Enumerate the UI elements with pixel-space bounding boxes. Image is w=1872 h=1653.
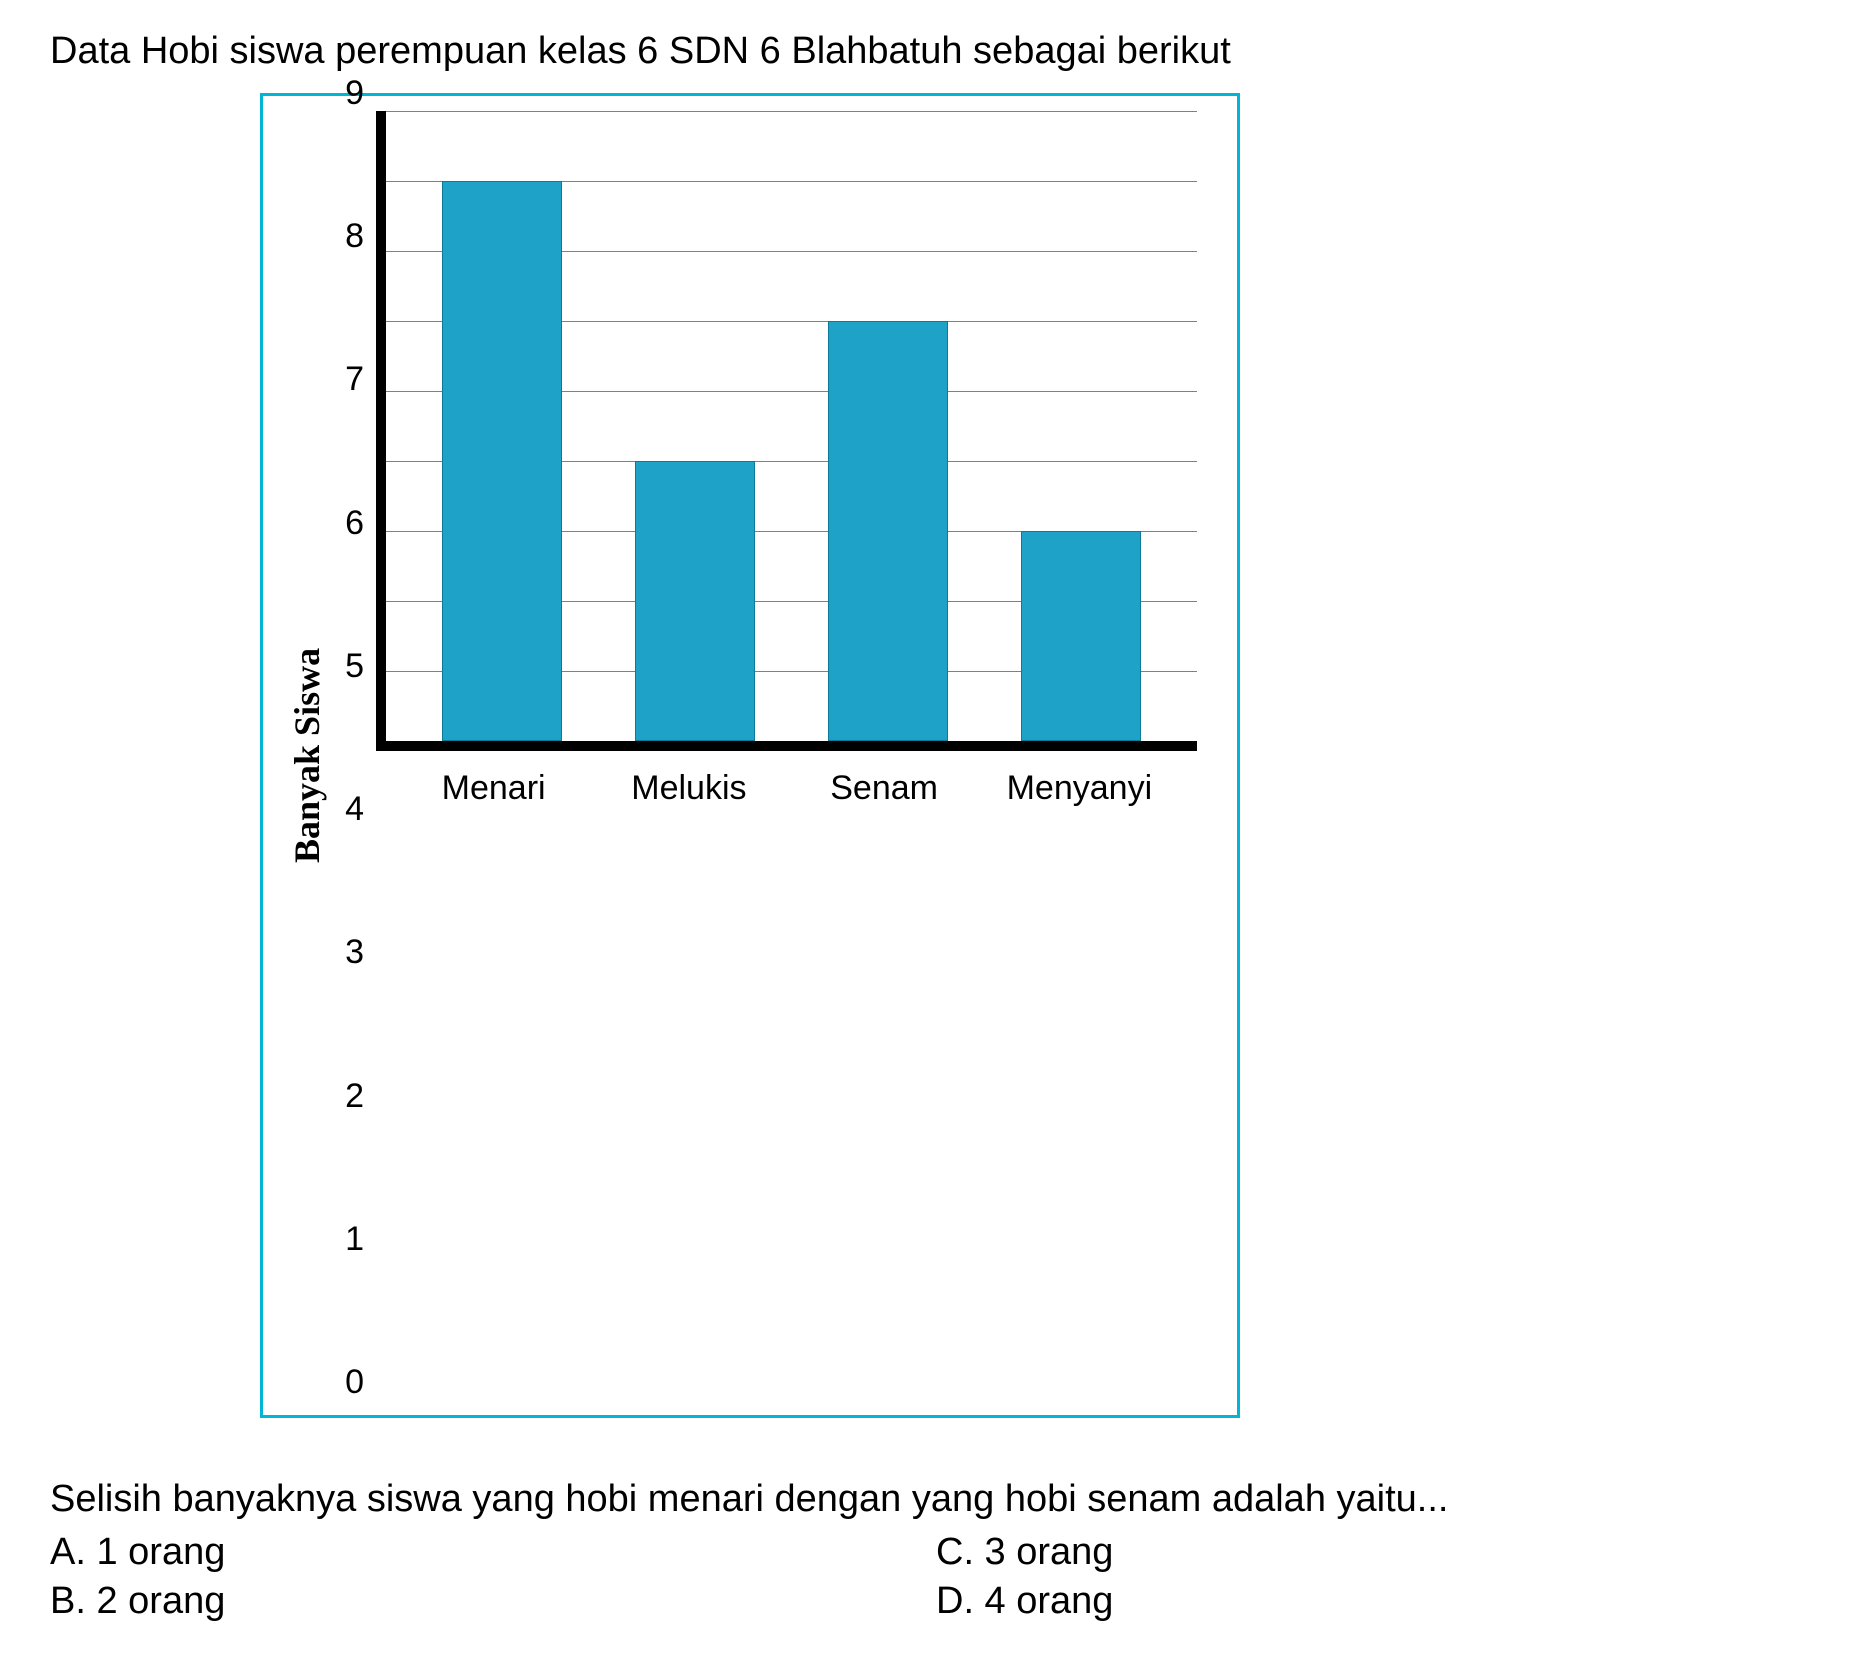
- xlabel-melukis: Melukis: [609, 769, 769, 808]
- xlabel-menari: Menari: [414, 769, 574, 808]
- xlabel-menyanyi: Menyanyi: [999, 769, 1159, 808]
- question-text: Selisih banyaknya siswa yang hobi menari…: [50, 1478, 1822, 1521]
- plot-area: [376, 111, 1197, 751]
- y-axis-label: Banyak Siswa: [278, 111, 336, 1400]
- y-axis-ticks: 9 8 7 6 5 4 3 2 1 0: [336, 111, 376, 1400]
- bars-container: [386, 111, 1197, 741]
- option-a: A. 1 orang: [50, 1531, 936, 1574]
- question-block: Selisih banyaknya siswa yang hobi menari…: [50, 1478, 1822, 1623]
- option-b: B. 2 orang: [50, 1580, 936, 1623]
- bar-menyanyi: [1021, 531, 1141, 741]
- xlabel-senam: Senam: [804, 769, 964, 808]
- bar-menari: [442, 181, 562, 741]
- bar-chart: Banyak Siswa 9 8 7 6 5 4 3 2 1 0: [260, 93, 1240, 1418]
- option-d: D. 4 orang: [936, 1580, 1822, 1623]
- option-c: C. 3 orang: [936, 1531, 1822, 1574]
- page-title: Data Hobi siswa perempuan kelas 6 SDN 6 …: [50, 30, 1822, 73]
- bar-senam: [828, 321, 948, 741]
- bar-melukis: [635, 461, 755, 741]
- x-axis-labels: Menari Melukis Senam Menyanyi: [376, 751, 1197, 808]
